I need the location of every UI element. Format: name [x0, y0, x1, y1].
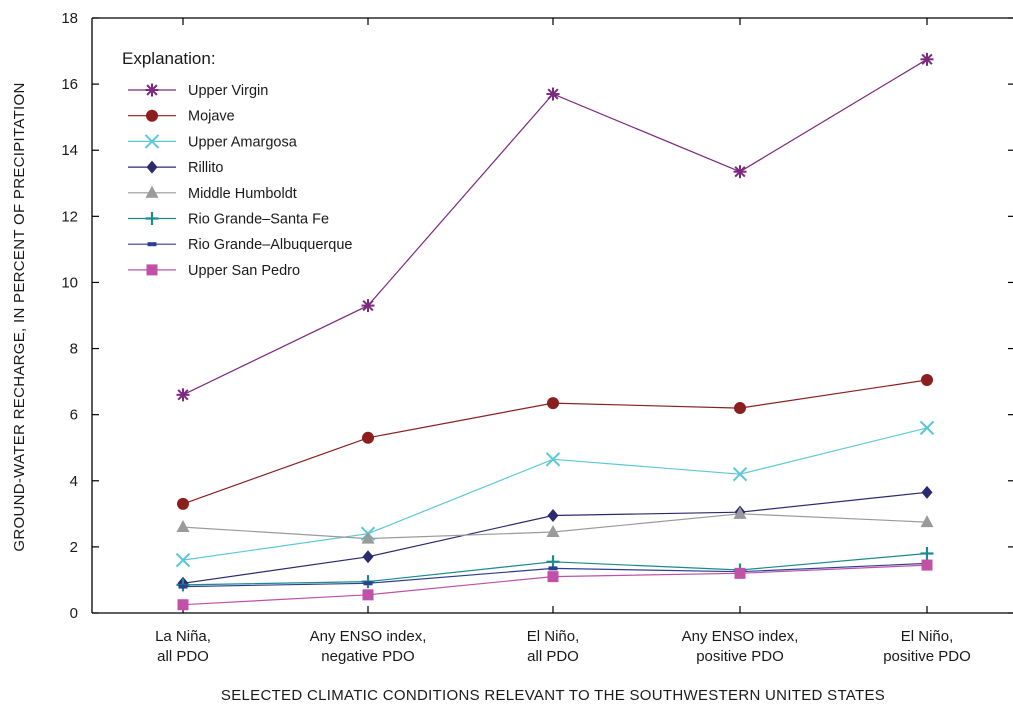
- y-tick-label: 2: [70, 539, 78, 556]
- y-tick-label: 6: [70, 407, 78, 424]
- legend-marker: [146, 160, 158, 174]
- data-point: [177, 599, 189, 611]
- data-point: [547, 508, 559, 522]
- data-point: [734, 567, 746, 579]
- axes: 0 2 4 6 8 10 12 14 16 18 La Niña, all PDO Any ENSO i…: [61, 10, 1013, 665]
- data-point: [361, 531, 375, 544]
- data-point: [546, 555, 560, 569]
- x-tick-label: positive PDO: [883, 648, 971, 665]
- data-point: [548, 566, 558, 571]
- data-point: [921, 485, 933, 499]
- legend-marker: [146, 109, 158, 122]
- legend-marker: [145, 83, 159, 97]
- legend-marker: [146, 264, 158, 276]
- x-tick-label: all PDO: [157, 648, 209, 665]
- series-upper-virgin: [176, 52, 934, 402]
- legend-entry: Rio Grande–Santa Fe: [128, 212, 329, 228]
- legend-label: Rio Grande–Santa Fe: [188, 212, 329, 228]
- series-upper-amargosa: [175, 420, 935, 568]
- data-point: [361, 299, 375, 313]
- data-point: [178, 584, 188, 589]
- data-point: [920, 547, 934, 560]
- legend-entry: Mojave: [128, 109, 235, 125]
- legend-label: Upper San Pedro: [188, 263, 300, 279]
- x-axis-title: SELECTED CLIMATIC CONDITIONS RELEVANT TO…: [221, 687, 885, 704]
- series-upper-san-pedro: [177, 559, 933, 611]
- data-point: [176, 388, 190, 402]
- y-tick-label: 12: [61, 208, 78, 225]
- y-tick-label: 4: [70, 473, 78, 490]
- data-point: [920, 52, 934, 66]
- legend-label: Upper Amargosa: [188, 134, 298, 150]
- data-point: [733, 165, 747, 179]
- legend-entry: Upper Amargosa: [128, 134, 298, 150]
- y-tick-label: 10: [61, 274, 78, 291]
- data-point: [547, 571, 559, 583]
- y-tick-label: 18: [61, 10, 78, 27]
- legend-label: Rillito: [188, 160, 223, 176]
- data-point: [921, 559, 933, 571]
- legend-marker: [147, 242, 157, 247]
- legend-entry: Rio Grande–Albuquerque: [128, 237, 352, 253]
- series-mojave: [177, 373, 933, 510]
- data-point: [362, 589, 374, 601]
- legend-title: Explanation:: [122, 49, 216, 68]
- x-tick-label: positive PDO: [696, 648, 784, 665]
- data-point: [362, 550, 374, 564]
- data-point: [733, 506, 747, 519]
- data-point: [920, 515, 934, 528]
- x-tick-label: El Niño,: [901, 628, 954, 645]
- legend-marker: [145, 212, 159, 225]
- series-line: [182, 427, 928, 561]
- x-tick-label: Any ENSO index,: [682, 628, 799, 645]
- x-tick-label: all PDO: [527, 648, 579, 665]
- data-point: [363, 581, 373, 586]
- x-tick-label: El Niño,: [527, 628, 580, 645]
- legend-marker: [145, 185, 159, 198]
- data-point: [175, 552, 191, 568]
- data-point: [545, 452, 561, 467]
- data-point: [919, 420, 935, 436]
- series-middle-humboldt: [176, 506, 934, 544]
- data-point: [176, 520, 190, 533]
- data-point: [734, 402, 746, 415]
- legend-label: Middle Humboldt: [188, 186, 297, 202]
- y-axis-title: GROUND-WATER RECHARGE, IN PERCENT OF PRE…: [11, 82, 28, 551]
- legend-entry: Upper Virgin: [128, 83, 268, 99]
- y-tick-label: 16: [61, 76, 78, 93]
- y-tick-label: 14: [61, 142, 78, 159]
- data-point: [362, 431, 374, 444]
- series-layer: [175, 52, 935, 611]
- data-point: [546, 525, 560, 538]
- data-point: [546, 87, 560, 101]
- legend-entry: Middle Humboldt: [128, 185, 297, 202]
- x-tick-label: negative PDO: [321, 648, 414, 665]
- data-point: [547, 397, 559, 410]
- legend-label: Rio Grande–Albuquerque: [188, 237, 352, 253]
- legend-entry: Upper San Pedro: [128, 263, 300, 279]
- legend: Explanation: Upper Virgin Mojave Upper Ama…: [122, 49, 352, 279]
- legend-label: Mojave: [188, 109, 235, 125]
- x-tick-label: La Niña,: [155, 628, 211, 645]
- x-tick-label: Any ENSO index,: [310, 628, 427, 645]
- data-point: [732, 466, 748, 482]
- legend-label: Upper Virgin: [188, 83, 268, 99]
- data-point: [921, 373, 933, 386]
- y-tick-label: 0: [70, 605, 78, 622]
- data-point: [177, 497, 189, 510]
- legend-entry: Rillito: [128, 160, 223, 176]
- legend-marker: [144, 134, 160, 149]
- y-tick-label: 8: [70, 341, 78, 358]
